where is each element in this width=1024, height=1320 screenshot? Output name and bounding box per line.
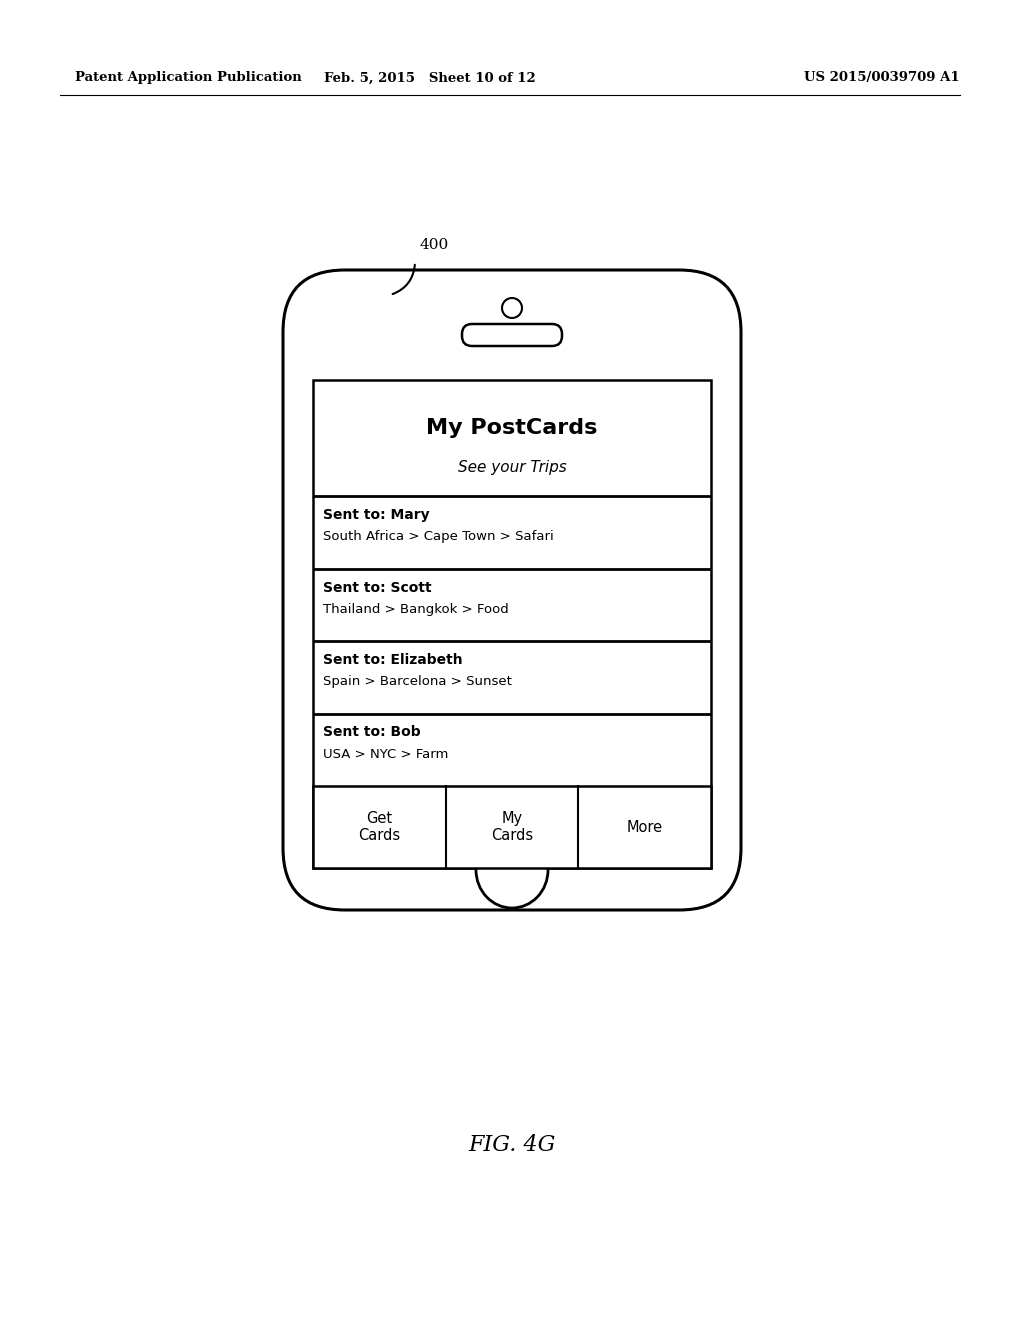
Text: FIG. 4G: FIG. 4G [468,1134,556,1156]
FancyArrowPatch shape [392,265,415,294]
Text: My PostCards: My PostCards [426,418,598,438]
Text: Sent to: Bob: Sent to: Bob [323,726,421,739]
Text: More: More [627,820,663,834]
Text: My
Cards: My Cards [490,810,534,843]
Text: Thailand > Bangkok > Food: Thailand > Bangkok > Food [323,602,509,615]
Text: 400: 400 [420,238,450,252]
Circle shape [502,298,522,318]
Text: USA > NYC > Farm: USA > NYC > Farm [323,747,449,760]
Text: Sent to: Mary: Sent to: Mary [323,508,430,521]
Ellipse shape [476,832,548,908]
Text: Get
Cards: Get Cards [358,810,400,843]
Text: US 2015/0039709 A1: US 2015/0039709 A1 [805,71,961,84]
Text: Patent Application Publication: Patent Application Publication [75,71,302,84]
Text: Sent to: Elizabeth: Sent to: Elizabeth [323,653,463,667]
Bar [313,380,711,869]
Bar [313,785,711,869]
Text: See your Trips: See your Trips [458,459,566,475]
Text: Sent to: Scott: Sent to: Scott [323,581,432,594]
Text: Spain > Barcelona > Sunset: Spain > Barcelona > Sunset [323,675,512,688]
FancyBboxPatch shape [462,323,562,346]
Text: South Africa > Cape Town > Safari: South Africa > Cape Town > Safari [323,531,554,543]
FancyBboxPatch shape [283,271,741,909]
Text: Feb. 5, 2015   Sheet 10 of 12: Feb. 5, 2015 Sheet 10 of 12 [325,71,536,84]
